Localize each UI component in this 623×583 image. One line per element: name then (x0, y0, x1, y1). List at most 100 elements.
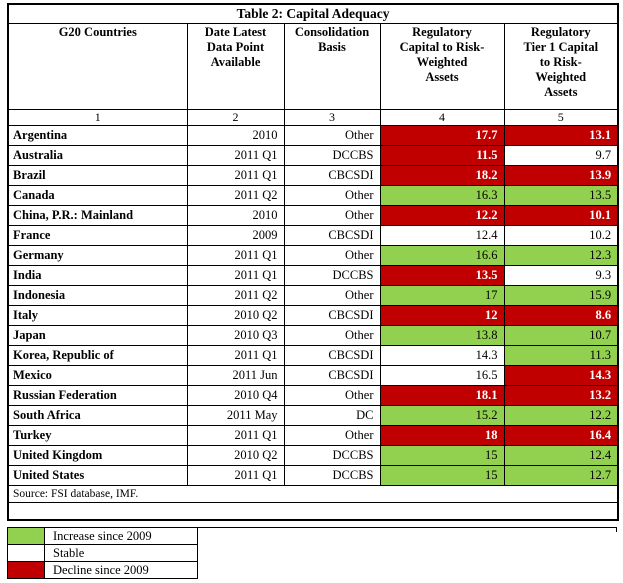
column-number-row: 1 2 3 4 5 (7, 109, 619, 126)
tier1-ratio-cell: 9.3 (503, 265, 619, 286)
bottom-rule-stub (616, 527, 617, 532)
capital-ratio-cell: 15 (379, 445, 505, 466)
tier1-ratio-cell: 13.2 (503, 385, 619, 406)
date-cell: 2010 Q2 (186, 305, 285, 326)
tier1-ratio-cell: 9.7 (503, 145, 619, 166)
tier1-ratio-cell: 12.2 (503, 405, 619, 426)
table-title-row: Table 2: Capital Adequacy (7, 3, 619, 24)
tier1-ratio-cell: 12.4 (503, 445, 619, 466)
legend-swatch (7, 561, 45, 579)
table-row: France 2009 CBCSDI 12.4 10.2 (7, 225, 619, 246)
column-number-2: 2 (186, 109, 285, 126)
basis-cell: Other (283, 185, 381, 206)
capital-ratio-cell: 17.7 (379, 125, 505, 146)
basis-cell: Other (283, 325, 381, 346)
legend: Increase since 2009 Stable Decline since… (7, 527, 198, 579)
capital-ratio-cell: 16.6 (379, 245, 505, 266)
basis-cell: Other (283, 245, 381, 266)
table-row: Argentina 2010 Other 17.7 13.1 (7, 125, 619, 146)
table-row: Canada 2011 Q2 Other 16.3 13.5 (7, 185, 619, 206)
date-cell: 2011 Q1 (186, 265, 285, 286)
basis-cell: Other (283, 125, 381, 146)
table-row: India 2011 Q1 DCCBS 13.5 9.3 (7, 265, 619, 286)
table-row: Indonesia 2011 Q2 Other 17 15.9 (7, 285, 619, 306)
tier1-ratio-cell: 13.9 (503, 165, 619, 186)
spacer-cell (7, 502, 619, 521)
table-row: China, P.R.: Mainland 2010 Other 12.2 10… (7, 205, 619, 226)
date-cell: 2011 Q1 (186, 465, 285, 486)
capital-ratio-cell: 16.5 (379, 365, 505, 386)
table-row: Turkey 2011 Q1 Other 18 16.4 (7, 425, 619, 446)
table-row: Italy 2010 Q2 CBCSDI 12 8.6 (7, 305, 619, 326)
tier1-ratio-cell: 16.4 (503, 425, 619, 446)
capital-ratio-cell: 13.8 (379, 325, 505, 346)
column-number-5: 5 (503, 109, 619, 126)
date-cell: 2010 Q2 (186, 445, 285, 466)
country-cell: Argentina (7, 125, 188, 146)
country-cell: Turkey (7, 425, 188, 446)
country-cell: Australia (7, 145, 188, 166)
capital-ratio-cell: 17 (379, 285, 505, 306)
country-cell: Japan (7, 325, 188, 346)
capital-adequacy-table: Table 2: Capital Adequacy G20 Countries … (7, 3, 620, 521)
column-header-row: G20 Countries Date Latest Data Point Ava… (7, 23, 619, 110)
date-cell: 2010 (186, 125, 285, 146)
capital-ratio-cell: 18 (379, 425, 505, 446)
country-cell: China, P.R.: Mainland (7, 205, 188, 226)
date-cell: 2011 May (186, 405, 285, 426)
capital-ratio-cell: 11.5 (379, 145, 505, 166)
date-cell: 2010 Q3 (186, 325, 285, 346)
legend-swatch (7, 544, 45, 562)
country-cell: United Kingdom (7, 445, 188, 466)
date-cell: 2011 Q1 (186, 245, 285, 266)
basis-cell: DCCBS (283, 445, 381, 466)
legend-swatch (7, 527, 45, 545)
capital-ratio-cell: 15.2 (379, 405, 505, 426)
date-cell: 2011 Q1 (186, 345, 285, 366)
basis-cell: CBCSDI (283, 345, 381, 366)
bottom-rule (7, 527, 617, 528)
tier1-ratio-cell: 15.9 (503, 285, 619, 306)
basis-cell: CBCSDI (283, 305, 381, 326)
legend-row: Increase since 2009 (7, 527, 198, 545)
column-header-date: Date Latest Data Point Available (186, 23, 285, 110)
country-cell: South Africa (7, 405, 188, 426)
table-row: Mexico 2011 Jun CBCSDI 16.5 14.3 (7, 365, 619, 386)
column-number-3: 3 (283, 109, 381, 126)
legend-row: Stable (7, 544, 198, 562)
legend-label: Stable (44, 544, 198, 562)
date-cell: 2011 Q2 (186, 185, 285, 206)
tier1-ratio-cell: 13.5 (503, 185, 619, 206)
capital-ratio-cell: 18.2 (379, 165, 505, 186)
basis-cell: DC (283, 405, 381, 426)
basis-cell: DCCBS (283, 265, 381, 286)
spacer-row (7, 502, 619, 521)
basis-cell: CBCSDI (283, 225, 381, 246)
tier1-ratio-cell: 11.3 (503, 345, 619, 366)
capital-ratio-cell: 16.3 (379, 185, 505, 206)
date-cell: 2010 (186, 205, 285, 226)
capital-ratio-cell: 12 (379, 305, 505, 326)
country-cell: United States (7, 465, 188, 486)
country-cell: Canada (7, 185, 188, 206)
date-cell: 2011 Q1 (186, 145, 285, 166)
table-row: Russian Federation 2010 Q4 Other 18.1 13… (7, 385, 619, 406)
date-cell: 2010 Q4 (186, 385, 285, 406)
country-cell: Mexico (7, 365, 188, 386)
column-header-countries: G20 Countries (7, 23, 188, 110)
table-row: United States 2011 Q1 DCCBS 15 12.7 (7, 465, 619, 486)
date-cell: 2009 (186, 225, 285, 246)
tier1-ratio-cell: 10.7 (503, 325, 619, 346)
capital-ratio-cell: 12.4 (379, 225, 505, 246)
country-cell: Brazil (7, 165, 188, 186)
tier1-ratio-cell: 10.1 (503, 205, 619, 226)
date-cell: 2011 Q1 (186, 165, 285, 186)
basis-cell: DCCBS (283, 145, 381, 166)
basis-cell: Other (283, 385, 381, 406)
tier1-ratio-cell: 12.7 (503, 465, 619, 486)
column-header-capital: Regulatory Capital to Risk- Weighted Ass… (379, 23, 505, 110)
column-header-tier1: Regulatory Tier 1 Capital to Risk- Weigh… (503, 23, 619, 110)
table-row: Germany 2011 Q1 Other 16.6 12.3 (7, 245, 619, 266)
table-title: Table 2: Capital Adequacy (7, 3, 619, 24)
